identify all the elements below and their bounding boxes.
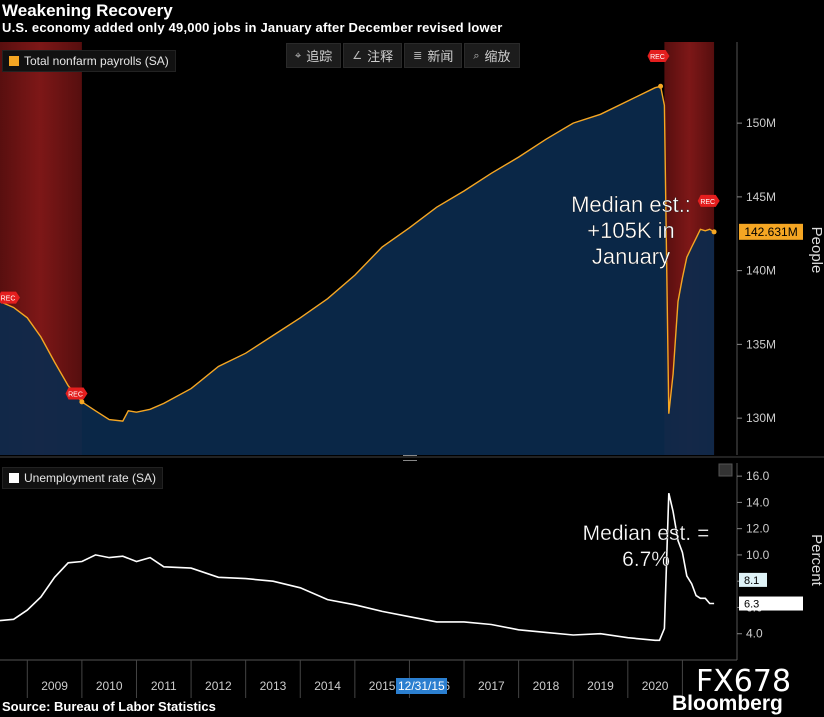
unemployment-value-box-1: [739, 596, 803, 611]
unemployment-legend-swatch: [9, 473, 19, 483]
payrolls-tick-label-1: 135M: [746, 337, 776, 351]
unemployment-legend-label: Unemployment rate (SA): [24, 471, 157, 485]
payrolls-marker-0: [79, 399, 85, 405]
payrolls-annotation-line-0: Median est.:: [571, 192, 691, 217]
unemployment-axis-title: Percent: [808, 534, 824, 587]
x-tick-label-11: 2020: [642, 679, 669, 693]
unemployment-value-label-0: 8.1: [744, 575, 759, 587]
panel-scroll-control[interactable]: [718, 463, 733, 477]
rec-flag-2009-end: [65, 387, 88, 400]
x-tick-label-10: 2019: [587, 679, 614, 693]
panel-resize-handle[interactable]: [403, 455, 417, 461]
x-tick-label-5: 2014: [314, 679, 341, 693]
unemployment-tick-label-4: 12.0: [746, 522, 770, 536]
x-tick-label-2: 2011: [151, 679, 177, 693]
rec-flag-2020-start: [647, 50, 670, 62]
x-tick-label-1: 2010: [96, 679, 123, 693]
payrolls-tick-label-4: 150M: [746, 116, 776, 130]
payrolls-line: [0, 85, 715, 422]
tool-zoom-button[interactable]: ⌕ 缩放: [464, 43, 520, 68]
unemployment-line: [0, 493, 715, 642]
payrolls-legend-label: Total nonfarm payrolls (SA): [24, 54, 169, 68]
x-tick-label-6: 2015: [369, 679, 396, 693]
payrolls-last-value-label: 142.631M: [744, 225, 797, 239]
rec-flag-2009-end-label: REC: [68, 391, 83, 398]
unemployment-annotation-line-1: 6.7%: [622, 548, 670, 571]
payrolls-last-value-box: [739, 223, 803, 240]
payrolls-annotation-line-2: January: [592, 244, 670, 269]
tool-news-label: 新闻: [427, 49, 454, 64]
cursor-date-tag: 12/31/15: [396, 678, 447, 694]
tool-news-button[interactable]: ≣ 新闻: [404, 43, 463, 68]
chart-title: Weakening Recovery: [2, 1, 173, 20]
unemployment-tick-label-5: 14.0: [746, 495, 770, 509]
rec-flag-2021-end-label: REC: [700, 199, 715, 206]
tool-zoom-label: 缩放: [484, 49, 511, 64]
payrolls-legend-swatch: [9, 56, 19, 66]
rec-flag-2008-start-label: REC: [1, 296, 16, 303]
x-tick-label-4: 2013: [260, 679, 287, 693]
payrolls-area: [0, 86, 715, 456]
tool-annotate-label: 注释: [367, 49, 394, 64]
payrolls-legend[interactable]: Total nonfarm payrolls (SA): [2, 50, 176, 72]
bloomberg-logo: Bloomberg: [672, 692, 783, 715]
payrolls-tick-label-3: 145M: [746, 190, 776, 204]
x-tick-label-9: 2018: [533, 679, 560, 693]
payrolls-marker-2: [711, 229, 717, 235]
tool-track-button[interactable]: ⌖ 追踪: [286, 43, 342, 68]
x-tick-label-3: 2012: [205, 679, 232, 693]
payrolls-axis-title: People: [808, 227, 824, 274]
rec-flag-2008-start: [0, 291, 20, 304]
x-tick-label-8: 2017: [478, 679, 505, 693]
rec-flag-2020-start-label: REC: [650, 54, 665, 61]
payrolls-marker-1: [658, 83, 664, 89]
unemployment-legend[interactable]: Unemployment rate (SA): [2, 467, 164, 489]
rec-flag-2021-end: [697, 194, 720, 207]
payrolls-annotation-line-1: +105K in: [587, 218, 674, 243]
news-icon: ≣: [413, 49, 423, 62]
unemployment-tick-label-3: 10.0: [746, 548, 770, 562]
tool-annotate-button[interactable]: ∠ 注释: [343, 43, 403, 68]
unemployment-tick-label-0: 4.0: [746, 627, 763, 641]
unemployment-value-label-1: 6.3: [744, 599, 759, 611]
x-tick-label-0: 2009: [41, 679, 68, 693]
unemployment-tick-label-6: 16.0: [746, 469, 770, 483]
payrolls-tick-label-0: 130M: [746, 411, 776, 425]
tool-track-label: 追踪: [306, 49, 333, 64]
crosshair-icon: ⌖: [295, 48, 302, 62]
zoom-icon: ⌕: [473, 48, 480, 62]
unemployment-value-box-0: [739, 572, 767, 587]
fx-watermark: FX678: [696, 664, 792, 699]
source-note: Source: Bureau of Labor Statistics: [2, 699, 216, 714]
chart-toolbar: ⌖ 追踪 ∠ 注释 ≣ 新闻 ⌕ 缩放: [286, 43, 520, 68]
payrolls-tick-label-2: 140M: [746, 264, 776, 278]
annotate-icon: ∠: [352, 49, 363, 62]
chart-subtitle: U.S. economy added only 49,000 jobs in J…: [2, 20, 503, 35]
unemployment-annotation-line-0: Median est. =: [583, 522, 710, 545]
